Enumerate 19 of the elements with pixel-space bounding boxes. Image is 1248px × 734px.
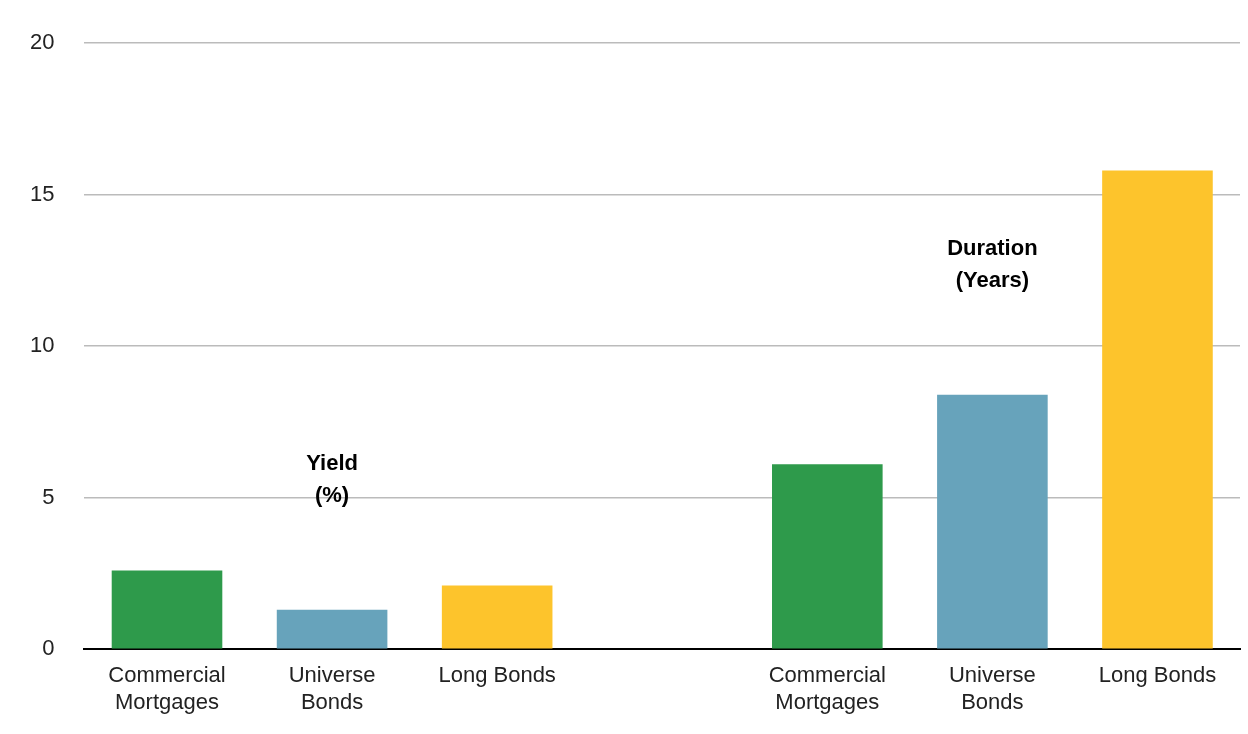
annotation: Duration (Years) (947, 234, 1038, 292)
x-tick-label: Universe Bonds (288, 662, 376, 714)
bar (1102, 170, 1213, 649)
bar (937, 394, 1048, 649)
y-tick-label: 15 (29, 180, 55, 206)
bar (111, 570, 223, 649)
bar (441, 585, 553, 649)
y-tick-label: 0 (42, 635, 55, 661)
x-tick-label: Commercial Mortgages (108, 662, 226, 714)
x-tick-label: Universe Bonds (948, 662, 1036, 714)
y-tick-label: 20 (29, 29, 55, 55)
x-tick-label: Long Bonds (438, 662, 556, 688)
bar (772, 464, 883, 649)
y-tick-label: 5 (42, 483, 55, 509)
bar (276, 609, 388, 649)
y-tick-label: 10 (29, 332, 55, 358)
x-tick-label: Commercial Mortgages (768, 662, 886, 714)
x-tick-label: Long Bonds (1098, 662, 1217, 688)
annotation: Yield (%) (306, 449, 358, 507)
